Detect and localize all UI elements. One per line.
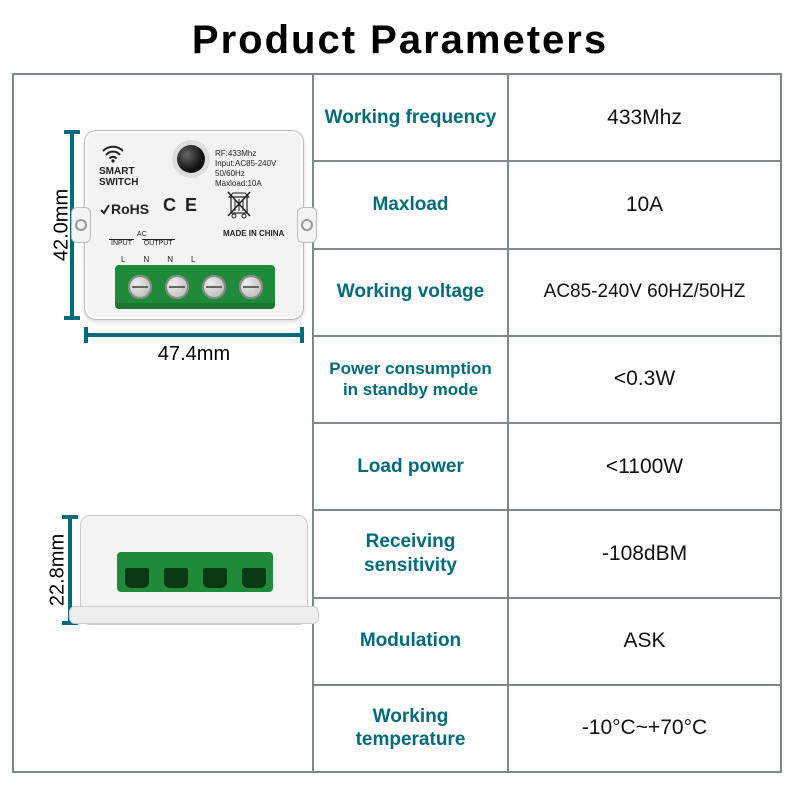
terminal-screw bbox=[202, 275, 226, 299]
terminal-port bbox=[164, 568, 188, 588]
product-image-panel: 42.0mm bbox=[14, 75, 314, 771]
spec-value: -108dBM bbox=[509, 511, 780, 596]
terminal-screw bbox=[165, 275, 189, 299]
device-info-text: RF:433Mhz Input:AC85-240V 50/60Hz Maxloa… bbox=[215, 149, 303, 189]
dimension-width-label: 47.4mm bbox=[84, 343, 304, 366]
device-base-flange bbox=[69, 606, 319, 624]
terminal-screw bbox=[239, 275, 263, 299]
rohs-mark: RoHS bbox=[99, 201, 149, 217]
page-title: Product Parameters bbox=[0, 0, 800, 73]
spec-label: Receiving sensitivity bbox=[314, 511, 509, 596]
mount-ear-left bbox=[71, 207, 91, 243]
wifi-icon bbox=[101, 145, 125, 168]
info-input: Input:AC85-240V 50/60Hz bbox=[215, 159, 303, 179]
side-terminal-block bbox=[117, 552, 273, 592]
spec-value: 433Mhz bbox=[509, 75, 780, 160]
info-rf: RF:433Mhz bbox=[215, 149, 303, 159]
spec-row: Modulation ASK bbox=[314, 599, 780, 686]
weee-bin-icon bbox=[225, 189, 253, 224]
spec-label: Power consumption in standby mode bbox=[314, 337, 509, 422]
spec-label: Modulation bbox=[314, 599, 509, 684]
spec-value: <1100W bbox=[509, 424, 780, 509]
terminal-port bbox=[203, 568, 227, 588]
spec-value: ASK bbox=[509, 599, 780, 684]
terminal-labels: LNNL bbox=[121, 255, 213, 264]
product-top-view: SMART SWITCH RF:433Mhz Input:AC85-240V 5… bbox=[84, 130, 304, 320]
spec-value: AC85-240V 60HZ/50HZ bbox=[509, 250, 780, 335]
spec-value: -10°C~+70°C bbox=[509, 686, 780, 771]
spec-row: Working temperature -10°C~+70°C bbox=[314, 686, 780, 771]
brand-line1: SMART bbox=[99, 166, 135, 177]
brand-label: SMART SWITCH bbox=[99, 167, 138, 188]
dimension-width: 47.4mm bbox=[84, 327, 304, 372]
info-maxload: Maxload:10A bbox=[215, 179, 303, 189]
spec-row: Receiving sensitivity -108dBM bbox=[314, 511, 780, 598]
product-side-view bbox=[80, 515, 308, 625]
spec-row: Power consumption in standby mode <0.3W bbox=[314, 337, 780, 424]
made-in-label: MADE IN CHINA bbox=[223, 229, 284, 238]
dimension-depth-label: 22.8mm bbox=[47, 534, 70, 606]
page: Product Parameters 42.0mm bbox=[0, 0, 800, 800]
io-labels: AC INPUT OUTPUT bbox=[109, 231, 175, 247]
terminal-port bbox=[242, 568, 266, 588]
ce-mark: C E bbox=[163, 195, 199, 216]
brand-line2: SWITCH bbox=[99, 177, 138, 188]
terminal-screw bbox=[128, 275, 152, 299]
spec-row: Maxload 10A bbox=[314, 162, 780, 249]
spec-value: 10A bbox=[509, 162, 780, 247]
spec-row: Working frequency 433Mhz bbox=[314, 75, 780, 162]
device-body: SMART SWITCH RF:433Mhz Input:AC85-240V 5… bbox=[84, 130, 304, 320]
spec-label: Working temperature bbox=[314, 686, 509, 771]
spec-row: Load power <1100W bbox=[314, 424, 780, 511]
spec-table: Working frequency 433Mhz Maxload 10A Wor… bbox=[314, 75, 780, 771]
spec-value: <0.3W bbox=[509, 337, 780, 422]
ir-sensor bbox=[177, 145, 205, 173]
terminal-block bbox=[115, 265, 275, 309]
spec-label: Maxload bbox=[314, 162, 509, 247]
device-side-body bbox=[80, 515, 308, 625]
spec-label: Load power bbox=[314, 424, 509, 509]
spec-label: Working voltage bbox=[314, 250, 509, 335]
content-frame: 42.0mm bbox=[12, 73, 782, 773]
spec-row: Working voltage AC85-240V 60HZ/50HZ bbox=[314, 250, 780, 337]
mount-ear-right bbox=[297, 207, 317, 243]
spec-label: Working frequency bbox=[314, 75, 509, 160]
terminal-port bbox=[125, 568, 149, 588]
